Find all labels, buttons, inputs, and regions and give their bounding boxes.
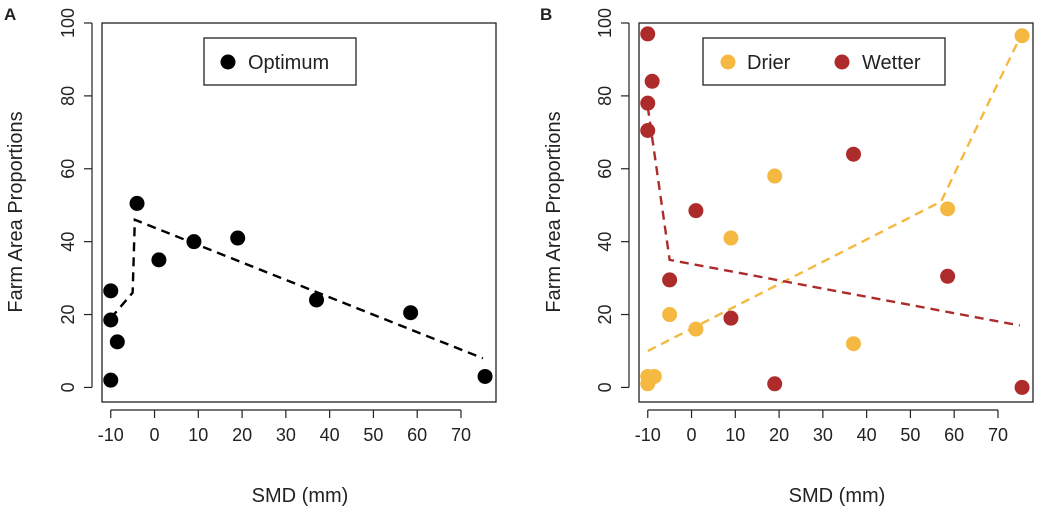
data-points	[103, 195, 493, 388]
fit-line-wetter	[646, 106, 1021, 327]
point-wetter	[644, 73, 660, 89]
legend: Optimum	[203, 37, 357, 86]
panel-label: A	[4, 5, 16, 24]
y-tick-label: 40	[595, 232, 615, 252]
point-drier	[723, 230, 739, 246]
x-tick-label: 40	[320, 425, 340, 445]
x-tick-label: 0	[687, 425, 697, 445]
legend-marker-drier	[720, 54, 736, 70]
legend-marker-optimum	[220, 54, 236, 70]
y-tick-label: 20	[58, 305, 78, 325]
point-drier	[940, 201, 956, 217]
point-optimum	[109, 334, 125, 350]
legend-marker-wetter	[834, 54, 850, 70]
fit-line-drier	[647, 37, 1021, 353]
plot-frame	[638, 22, 1034, 403]
x-tick-label: 30	[813, 425, 833, 445]
y-axis-label: Farm Area Proportions	[543, 111, 565, 312]
fit-line-optimum	[109, 218, 484, 360]
x-axis-label: SMD (mm)	[789, 485, 886, 507]
y-tick-label: 100	[595, 8, 615, 38]
point-drier	[646, 368, 662, 384]
point-wetter	[940, 268, 956, 284]
x-tick-label: 10	[188, 425, 208, 445]
point-drier	[846, 336, 862, 352]
x-tick-label: 50	[363, 425, 383, 445]
point-optimum	[186, 234, 202, 250]
fit-lines	[109, 218, 484, 360]
plot-frame	[101, 22, 497, 403]
y-axis: 0 20 40 60 80 100	[595, 8, 630, 392]
point-optimum	[151, 252, 167, 268]
y-tick-label: 100	[58, 8, 78, 38]
legend-label-wetter: Wetter	[862, 52, 921, 74]
point-optimum	[403, 305, 419, 321]
point-wetter	[723, 310, 739, 326]
panel-b: B Farm Area Proportions SMD (mm) -10 0 10 2…	[540, 5, 1034, 507]
x-tick-label: 0	[150, 425, 160, 445]
point-drier	[662, 307, 678, 323]
point-wetter	[640, 26, 656, 42]
x-axis-label: SMD (mm)	[252, 485, 349, 507]
x-tick-label: 70	[451, 425, 471, 445]
x-tick-label: 40	[857, 425, 877, 445]
point-optimum	[230, 230, 246, 246]
point-wetter	[846, 146, 862, 162]
panel-label: B	[540, 5, 552, 24]
point-wetter	[662, 272, 678, 288]
point-wetter	[767, 376, 783, 392]
x-tick-label: 20	[769, 425, 789, 445]
point-wetter	[688, 203, 704, 219]
point-drier	[767, 168, 783, 184]
legend: Drier Wetter	[702, 37, 946, 86]
x-axis: -10 0 10 20 30 40 50 60 70	[98, 409, 471, 445]
point-drier	[688, 321, 704, 337]
y-tick-label: 80	[595, 86, 615, 106]
y-tick-label: 80	[58, 86, 78, 106]
x-tick-label: 60	[944, 425, 964, 445]
x-tick-label: -10	[635, 425, 661, 445]
point-optimum	[477, 368, 493, 384]
legend-label-drier: Drier	[747, 52, 791, 74]
x-tick-label: 70	[988, 425, 1008, 445]
y-tick-label: 60	[58, 159, 78, 179]
y-tick-label: 0	[58, 382, 78, 392]
legend-box	[702, 37, 946, 86]
x-tick-label: 30	[276, 425, 296, 445]
x-tick-label: 60	[407, 425, 427, 445]
y-tick-label: 0	[595, 382, 615, 392]
y-tick-label: 40	[58, 232, 78, 252]
point-optimum	[103, 312, 119, 328]
x-tick-label: -10	[98, 425, 124, 445]
y-tick-label: 20	[595, 305, 615, 325]
fit-lines	[646, 37, 1021, 353]
point-wetter	[1014, 379, 1030, 395]
x-axis: -10 0 10 20 30 40 50 60 70	[635, 409, 1008, 445]
point-wetter	[640, 95, 656, 111]
x-tick-label: 20	[232, 425, 252, 445]
point-wetter	[640, 123, 656, 139]
y-axis-label: Farm Area Proportions	[5, 111, 27, 312]
point-optimum	[103, 283, 119, 299]
point-optimum	[103, 372, 119, 388]
point-optimum	[129, 195, 145, 211]
x-tick-label: 50	[900, 425, 920, 445]
data-points	[640, 26, 1030, 395]
point-optimum	[309, 292, 325, 308]
point-drier	[1014, 28, 1030, 44]
y-axis: 0 20 40 60 80 100	[58, 8, 93, 392]
y-tick-label: 60	[595, 159, 615, 179]
panel-a: A Farm Area Proportions SMD (mm) -10 0 10 2…	[4, 5, 497, 507]
x-tick-label: 10	[725, 425, 745, 445]
legend-label-optimum: Optimum	[248, 52, 329, 74]
